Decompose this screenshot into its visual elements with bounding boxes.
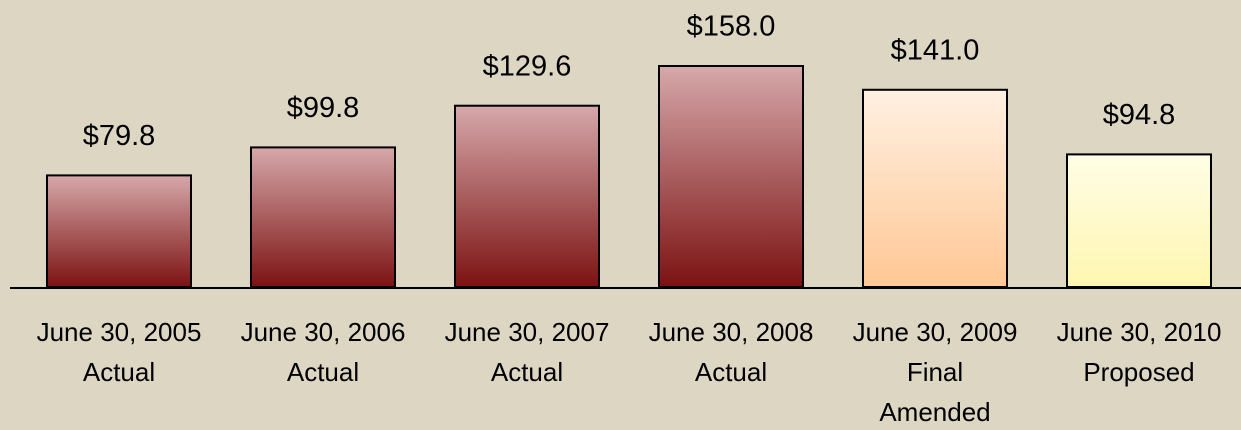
bar: [658, 65, 804, 288]
x-tick-label: Actual: [287, 357, 359, 387]
bar: [1066, 153, 1212, 288]
x-tick-label: June 30, 2010: [1057, 317, 1222, 347]
x-tick-label: Proposed: [1083, 357, 1194, 387]
x-tick-label: June 30, 2006: [241, 317, 406, 347]
x-tick-label: June 30, 2005: [37, 317, 202, 347]
x-tick-label: June 30, 2008: [649, 317, 814, 347]
value-label: $129.6: [483, 50, 572, 82]
value-label: $79.8: [83, 120, 156, 152]
x-tick-label: Actual: [695, 357, 767, 387]
x-tick-label: June 30, 2009: [853, 317, 1018, 347]
value-label: $141.0: [891, 34, 980, 66]
value-label: $94.8: [1103, 99, 1176, 131]
x-tick-label: Actual: [491, 357, 563, 387]
x-tick-label: Final: [907, 357, 963, 387]
bar: [250, 146, 396, 288]
bar: [862, 88, 1008, 288]
value-label: $158.0: [687, 11, 776, 43]
bar: [454, 104, 600, 289]
value-label: $99.8: [287, 92, 360, 124]
x-tick-label: Actual: [83, 357, 155, 387]
x-tick-label: June 30, 2007: [445, 317, 610, 347]
x-tick-label: Amended: [879, 397, 990, 427]
bar: [46, 174, 192, 288]
